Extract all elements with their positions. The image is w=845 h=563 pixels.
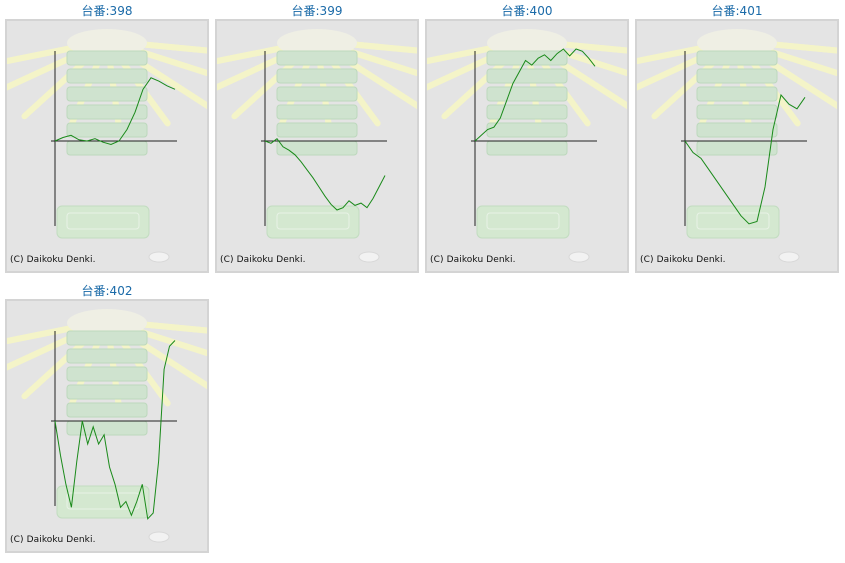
stacked-box <box>66 366 148 382</box>
machine-number-link[interactable]: 台番:400 <box>501 4 553 18</box>
stacked-box <box>276 50 358 66</box>
slump-chart <box>471 48 597 226</box>
copyright-text: (C) Daikoku Denki. <box>10 255 96 265</box>
slump-graph[interactable]: (C) Daikoku Denki. <box>5 299 209 553</box>
copyright-text: (C) Daikoku Denki. <box>10 535 96 545</box>
tray-inner <box>276 212 350 230</box>
slump-line <box>264 137 386 211</box>
machine-background-illustration <box>7 29 207 263</box>
slump-chart <box>51 51 177 226</box>
tray <box>56 205 150 239</box>
tray-inner <box>696 212 770 230</box>
machine-number-link[interactable]: 台番:401 <box>711 4 763 18</box>
tray <box>476 205 570 239</box>
tray-inner <box>486 212 560 230</box>
stacked-box <box>66 348 148 364</box>
crown <box>67 29 147 57</box>
slump-line <box>474 48 596 142</box>
tray-inner <box>66 492 140 510</box>
crown <box>487 29 567 57</box>
tray-inner <box>66 212 140 230</box>
stacked-box <box>66 402 148 418</box>
slump-line <box>684 93 806 225</box>
coin <box>148 531 170 543</box>
slump-chart <box>261 51 387 226</box>
machine-background-illustration <box>217 29 417 263</box>
machine-background-illustration <box>637 29 837 263</box>
stacked-box <box>276 122 358 138</box>
copyright-text: (C) Daikoku Denki. <box>430 255 516 265</box>
stacked-box <box>696 68 778 84</box>
stacked-box <box>66 104 148 120</box>
slump-graph[interactable]: (C) Daikoku Denki. <box>635 19 839 273</box>
stacked-box <box>486 86 568 102</box>
stacked-box <box>486 50 568 66</box>
stacked-box <box>276 104 358 120</box>
machine-number-link[interactable]: 台番:398 <box>81 4 133 18</box>
copyright-text: (C) Daikoku Denki. <box>640 255 726 265</box>
slump-graph[interactable]: (C) Daikoku Denki. <box>425 19 629 273</box>
stacked-box <box>486 104 568 120</box>
slump-line <box>54 340 176 520</box>
tray <box>56 485 150 519</box>
crown <box>67 309 147 337</box>
copyright-text: (C) Daikoku Denki. <box>220 255 306 265</box>
slump-graph[interactable]: (C) Daikoku Denki. <box>5 19 209 273</box>
stacked-box <box>66 330 148 346</box>
coin <box>358 251 380 263</box>
tray <box>266 205 360 239</box>
coin <box>568 251 590 263</box>
stacked-box <box>66 122 148 138</box>
slump-graph[interactable]: (C) Daikoku Denki. <box>215 19 419 273</box>
stacked-box <box>276 86 358 102</box>
coin <box>148 251 170 263</box>
stacked-box <box>66 86 148 102</box>
stacked-box <box>66 384 148 400</box>
coin <box>778 251 800 263</box>
stacked-box <box>696 50 778 66</box>
slump-chart <box>51 331 177 520</box>
stacked-box <box>66 50 148 66</box>
slump-chart <box>681 51 807 226</box>
crown <box>697 29 777 57</box>
stacked-box <box>276 68 358 84</box>
stacked-box <box>696 86 778 102</box>
machine-number-link[interactable]: 台番:402 <box>81 284 133 298</box>
tray <box>686 205 780 239</box>
machine-background-illustration <box>427 29 627 263</box>
machine-background-illustration <box>7 309 207 543</box>
machine-number-link[interactable]: 台番:399 <box>291 4 343 18</box>
crown <box>277 29 357 57</box>
stacked-box <box>66 68 148 84</box>
slump-line <box>54 77 176 146</box>
stacked-box <box>486 68 568 84</box>
stacked-box <box>696 122 778 138</box>
